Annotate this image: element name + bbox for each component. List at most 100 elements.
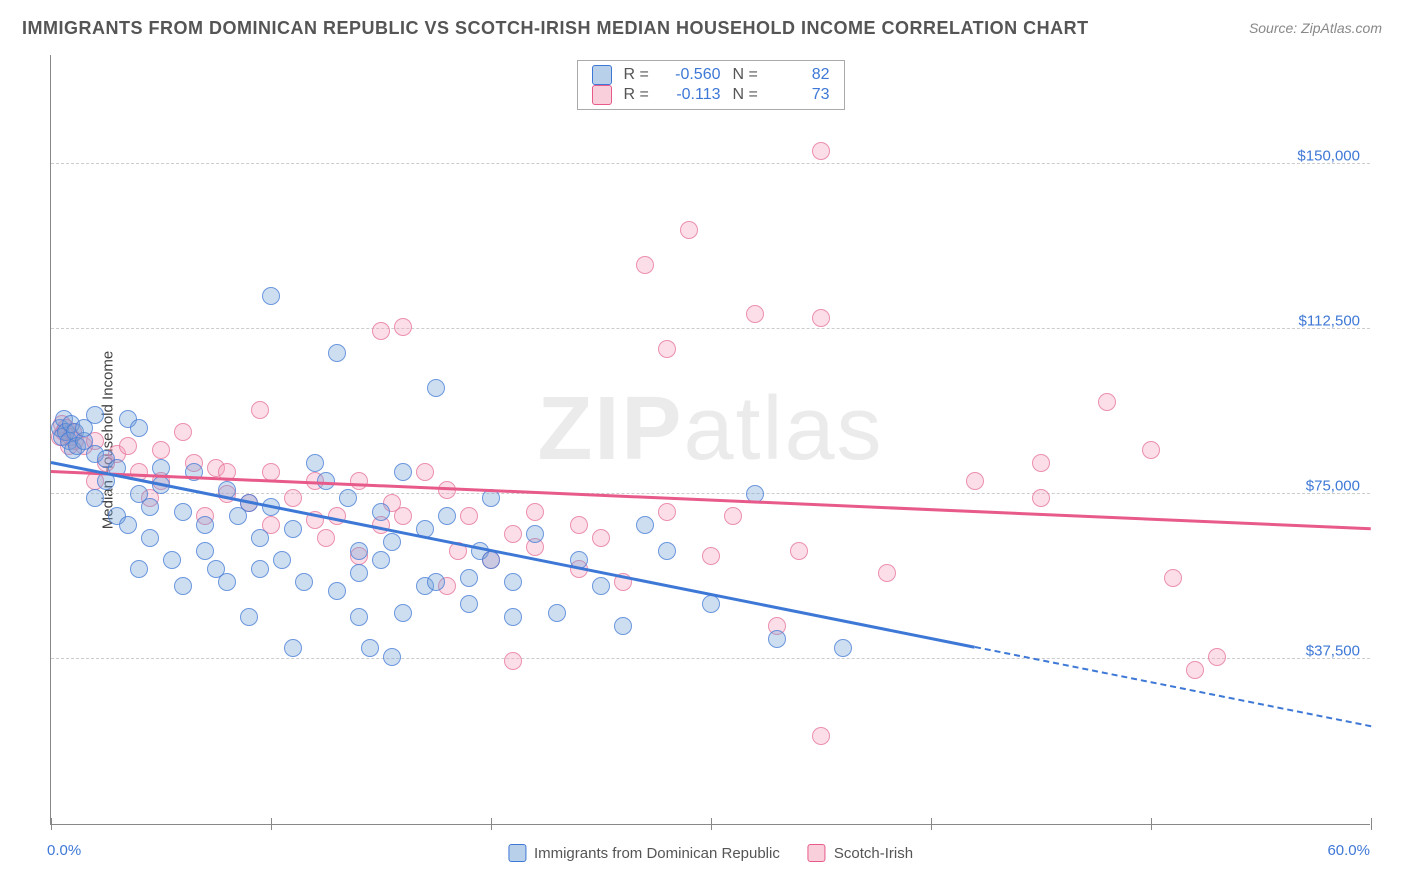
- r-value: -0.113: [666, 86, 721, 104]
- data-point-pink: [746, 305, 764, 323]
- data-point-blue: [361, 639, 379, 657]
- x-tick: [1151, 818, 1152, 830]
- source-label: Source: ZipAtlas.com: [1249, 20, 1382, 36]
- x-tick: [711, 818, 712, 830]
- r-value: -0.560: [666, 66, 721, 84]
- data-point-pink: [251, 401, 269, 419]
- data-point-blue: [141, 529, 159, 547]
- chart-title: IMMIGRANTS FROM DOMINICAN REPUBLIC VS SC…: [22, 18, 1089, 39]
- legend-swatch-icon: [808, 844, 826, 862]
- legend-swatch-icon: [592, 65, 612, 85]
- y-tick-label: $75,000: [1306, 478, 1360, 495]
- data-point-blue: [86, 489, 104, 507]
- data-point-pink: [570, 516, 588, 534]
- data-point-pink: [394, 507, 412, 525]
- data-point-blue: [328, 344, 346, 362]
- data-point-blue: [350, 542, 368, 560]
- data-point-blue: [702, 595, 720, 613]
- x-tick: [51, 818, 52, 830]
- data-point-blue: [141, 498, 159, 516]
- x-axis-min-label: 0.0%: [47, 842, 81, 859]
- data-point-pink: [658, 340, 676, 358]
- data-point-blue: [284, 520, 302, 538]
- data-point-blue: [163, 551, 181, 569]
- gridline: [51, 328, 1370, 329]
- data-point-pink: [350, 472, 368, 490]
- data-point-blue: [394, 463, 412, 481]
- data-point-pink: [1142, 441, 1160, 459]
- data-point-pink: [372, 322, 390, 340]
- gridline: [51, 163, 1370, 164]
- legend-item: Scotch-Irish: [808, 844, 913, 862]
- data-point-pink: [636, 256, 654, 274]
- data-point-blue: [834, 639, 852, 657]
- data-point-blue: [482, 489, 500, 507]
- x-tick: [491, 818, 492, 830]
- watermark: ZIPatlas: [537, 378, 883, 481]
- data-point-pink: [1032, 489, 1050, 507]
- legend-row: R =-0.113N =73: [592, 85, 830, 105]
- data-point-blue: [592, 577, 610, 595]
- data-point-pink: [702, 547, 720, 565]
- data-point-pink: [526, 503, 544, 521]
- data-point-blue: [548, 604, 566, 622]
- data-point-blue: [427, 379, 445, 397]
- y-tick-label: $112,500: [1299, 313, 1360, 330]
- data-point-blue: [427, 573, 445, 591]
- data-point-blue: [658, 542, 676, 560]
- data-point-pink: [658, 503, 676, 521]
- data-point-blue: [526, 525, 544, 543]
- data-point-blue: [119, 516, 137, 534]
- data-point-pink: [790, 542, 808, 560]
- data-point-pink: [724, 507, 742, 525]
- data-point-pink: [119, 437, 137, 455]
- legend-label: Immigrants from Dominican Republic: [534, 845, 780, 862]
- y-tick-label: $37,500: [1306, 643, 1360, 660]
- data-point-pink: [317, 529, 335, 547]
- data-point-pink: [284, 489, 302, 507]
- data-point-blue: [130, 419, 148, 437]
- data-point-blue: [768, 630, 786, 648]
- data-point-pink: [812, 309, 830, 327]
- legend-swatch-icon: [592, 85, 612, 105]
- data-point-blue: [240, 608, 258, 626]
- data-point-blue: [636, 516, 654, 534]
- data-point-blue: [614, 617, 632, 635]
- data-point-pink: [966, 472, 984, 490]
- data-point-pink: [1164, 569, 1182, 587]
- data-point-pink: [504, 652, 522, 670]
- data-point-blue: [383, 533, 401, 551]
- data-point-blue: [339, 489, 357, 507]
- data-point-pink: [394, 318, 412, 336]
- data-point-pink: [504, 525, 522, 543]
- data-point-pink: [680, 221, 698, 239]
- legend-row: R =-0.560N =82: [592, 65, 830, 85]
- data-point-pink: [878, 564, 896, 582]
- data-point-blue: [295, 573, 313, 591]
- data-point-blue: [174, 577, 192, 595]
- data-point-pink: [460, 507, 478, 525]
- data-point-blue: [86, 406, 104, 424]
- data-point-blue: [218, 573, 236, 591]
- data-point-pink: [592, 529, 610, 547]
- data-point-pink: [152, 441, 170, 459]
- data-point-blue: [328, 582, 346, 600]
- data-point-blue: [350, 564, 368, 582]
- data-point-blue: [394, 604, 412, 622]
- data-point-blue: [262, 287, 280, 305]
- data-point-blue: [482, 551, 500, 569]
- legend-label: Scotch-Irish: [834, 845, 913, 862]
- data-point-blue: [130, 560, 148, 578]
- legend-series: Immigrants from Dominican Republic Scotch…: [508, 844, 913, 862]
- legend-correlation: R =-0.560N =82R =-0.113N =73: [577, 60, 845, 110]
- data-point-blue: [460, 569, 478, 587]
- data-point-blue: [350, 608, 368, 626]
- data-point-blue: [504, 608, 522, 626]
- legend-swatch-icon: [508, 844, 526, 862]
- data-point-blue: [196, 516, 214, 534]
- data-point-blue: [306, 454, 324, 472]
- x-tick: [931, 818, 932, 830]
- gridline: [51, 658, 1370, 659]
- data-point-blue: [196, 542, 214, 560]
- data-point-pink: [812, 727, 830, 745]
